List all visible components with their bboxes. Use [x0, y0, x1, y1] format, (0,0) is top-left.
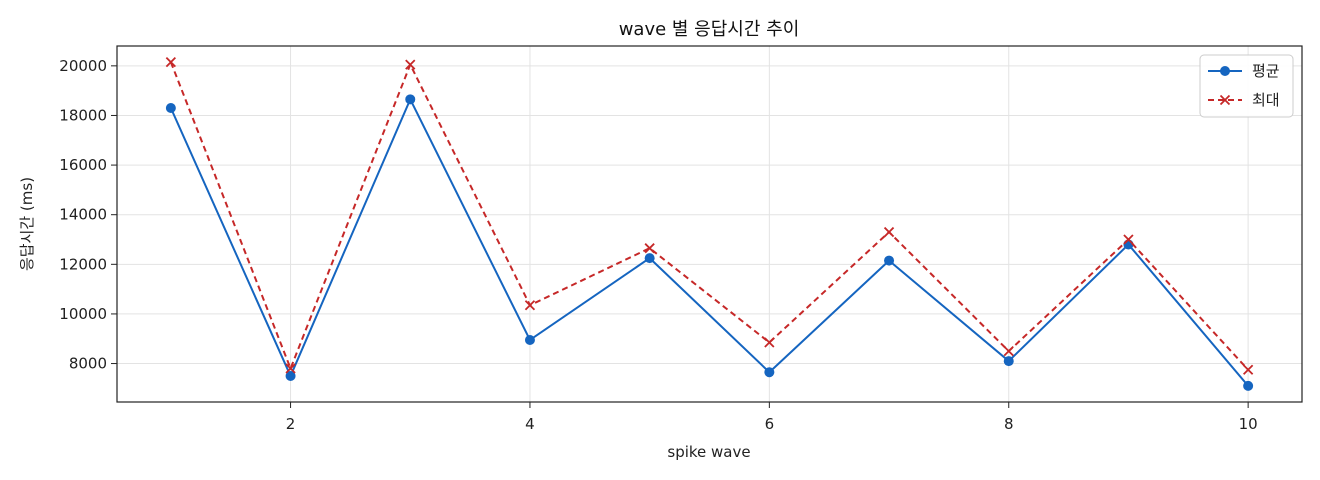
- data-point: [764, 367, 775, 378]
- legend-item: 평균: [1208, 62, 1280, 80]
- legend-item: 최대: [1208, 91, 1280, 109]
- data-point: [883, 226, 895, 238]
- y-tick-label: 10000: [59, 305, 107, 323]
- data-point: [1243, 380, 1254, 391]
- y-tick-label: 18000: [59, 106, 107, 124]
- grid: [117, 46, 1302, 402]
- x-tick-label: 6: [765, 415, 775, 433]
- x-tick-label: 8: [1004, 415, 1014, 433]
- series-line: [169, 98, 1249, 387]
- x-axis-label: spike wave: [667, 443, 750, 461]
- series-2: [165, 56, 1254, 375]
- data-point: [524, 334, 535, 345]
- x-tick-label: 4: [525, 415, 535, 433]
- data-point: [165, 103, 176, 114]
- legend-label: 평균: [1252, 62, 1280, 80]
- legend-marker: [1219, 94, 1231, 106]
- legend-label: 최대: [1252, 91, 1280, 109]
- y-axis-label: 응답시간 (ms): [18, 177, 36, 271]
- axis-ticks: 2 4 6 8 10 8000 10000 12000 14000 16000 18000 20000: [59, 57, 1257, 433]
- data-point: [644, 253, 655, 264]
- y-tick-label: 12000: [59, 255, 107, 273]
- data-point: [1243, 364, 1254, 375]
- x-tick-label: 10: [1239, 415, 1258, 433]
- y-tick-label: 20000: [59, 57, 107, 75]
- data-point: [644, 243, 655, 254]
- x-tick-label: 2: [286, 415, 296, 433]
- data-point: [524, 300, 536, 311]
- data-point: [1003, 346, 1014, 357]
- series: [165, 56, 1254, 391]
- data-point: [764, 337, 775, 348]
- legend-marker: [1220, 66, 1230, 76]
- y-tick-label: 14000: [59, 206, 107, 224]
- data-point: [405, 59, 416, 70]
- y-tick-label: 8000: [69, 355, 107, 373]
- y-tick-label: 16000: [59, 156, 107, 174]
- series-1: [165, 94, 1254, 391]
- data-point: [285, 363, 296, 374]
- data-point: [405, 94, 416, 105]
- plot-area-frame: [116, 45, 1303, 403]
- data-point: [884, 255, 895, 266]
- data-point: [165, 56, 177, 68]
- data-point: [285, 370, 296, 381]
- series-line: [169, 61, 1249, 371]
- data-point: [1123, 234, 1134, 245]
- data-point: [1003, 356, 1014, 367]
- chart-title: wave 별 응답시간 추이: [619, 19, 800, 40]
